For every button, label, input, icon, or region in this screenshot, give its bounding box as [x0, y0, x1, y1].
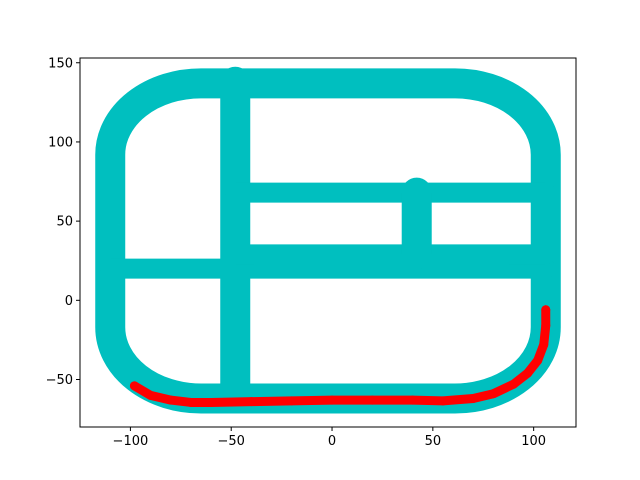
x-axis: −100 −50 0 50 100 — [113, 427, 546, 449]
path-point — [287, 396, 297, 406]
x-tick-label: 50 — [425, 434, 442, 449]
y-tick-label: 100 — [48, 135, 73, 150]
plot-area — [95, 66, 561, 414]
path-point — [146, 390, 156, 400]
path-point — [523, 368, 533, 378]
path-point — [533, 355, 543, 365]
x-tick-label: −100 — [113, 434, 149, 449]
x-tick-label: 100 — [521, 434, 546, 449]
path-point — [166, 395, 176, 405]
path-point — [539, 340, 549, 350]
x-tick-label: −50 — [218, 434, 245, 449]
y-axis: −50 0 50 100 150 — [46, 56, 80, 388]
path-point — [468, 393, 478, 403]
path-point — [206, 397, 216, 407]
path-point — [367, 395, 377, 405]
path-point — [186, 397, 196, 407]
path-point — [408, 395, 418, 405]
path-point — [246, 397, 256, 407]
path-point — [327, 395, 337, 405]
path-point — [488, 389, 498, 399]
x-tick-label: 0 — [328, 434, 336, 449]
y-tick-label: −50 — [46, 373, 73, 388]
path-point — [541, 305, 551, 315]
y-tick-label: 50 — [56, 215, 73, 230]
y-tick-label: 150 — [48, 56, 73, 71]
path-point — [508, 379, 518, 389]
path-point — [541, 321, 551, 331]
path-point — [129, 381, 139, 391]
path-point — [438, 396, 448, 406]
y-tick-label: 0 — [65, 294, 73, 309]
road-loop — [95, 68, 561, 414]
axes-frame — [79, 57, 577, 428]
